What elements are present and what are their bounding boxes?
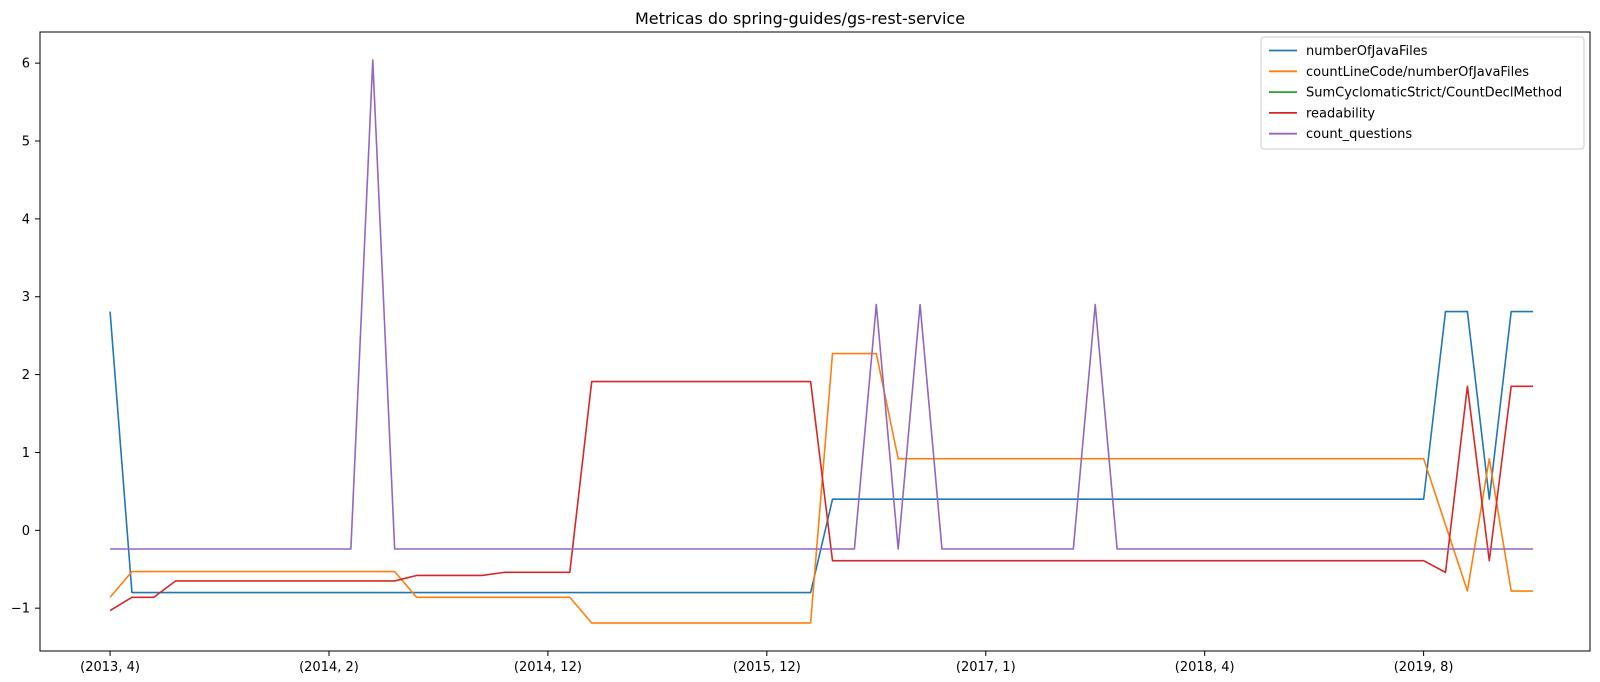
- y-tick-label: 1: [22, 446, 30, 461]
- y-tick-label: 5: [22, 135, 30, 150]
- x-axis: (2013, 4) (2014, 2) (2014, 12) (2015, 12) (2…: [80, 651, 1453, 675]
- y-tick-label: 2: [22, 368, 30, 383]
- y-axis: −1 0 1 2 3 4 5 6: [11, 57, 40, 617]
- legend-label: SumCyclomaticStrict/CountDeclMethod: [1306, 86, 1562, 101]
- x-tick-label: (2013, 4): [80, 660, 140, 675]
- y-tick-label: 3: [22, 290, 30, 305]
- series-line-numberofjavafiles: [109, 310, 1534, 594]
- y-tick-label: 6: [22, 57, 30, 72]
- legend: numberOfJavaFiles countLineCode/numberOfJ…: [1260, 36, 1585, 150]
- legend-label: count_questions: [1306, 127, 1412, 142]
- axes-frame: [39, 31, 1591, 652]
- legend-label: numberOfJavaFiles: [1306, 44, 1428, 59]
- series-line-readability: [109, 380, 1534, 612]
- x-tick-label: (2018, 4): [1175, 660, 1235, 675]
- x-tick-label: (2017, 1): [956, 660, 1016, 675]
- x-tick-label: (2014, 2): [299, 660, 359, 675]
- series-line-count-questions: [110, 59, 1534, 550]
- x-tick-label: (2014, 12): [514, 660, 582, 675]
- x-tick-label: (2019, 8): [1394, 660, 1454, 675]
- x-tick-label: (2015, 12): [733, 660, 801, 675]
- chart-title: Metricas do spring-guides/gs-rest-servic…: [635, 9, 965, 28]
- legend-label: countLineCode/numberOfJavaFiles: [1306, 65, 1529, 80]
- y-tick-label: 0: [22, 524, 30, 539]
- series-line-countlinecode-numberofjavafiles: [109, 352, 1534, 624]
- y-tick-label: 4: [22, 212, 30, 227]
- y-tick-label: −1: [11, 602, 30, 617]
- legend-box: [1260, 36, 1585, 150]
- plot-lines: [109, 59, 1534, 624]
- legend-label: readability: [1306, 106, 1375, 121]
